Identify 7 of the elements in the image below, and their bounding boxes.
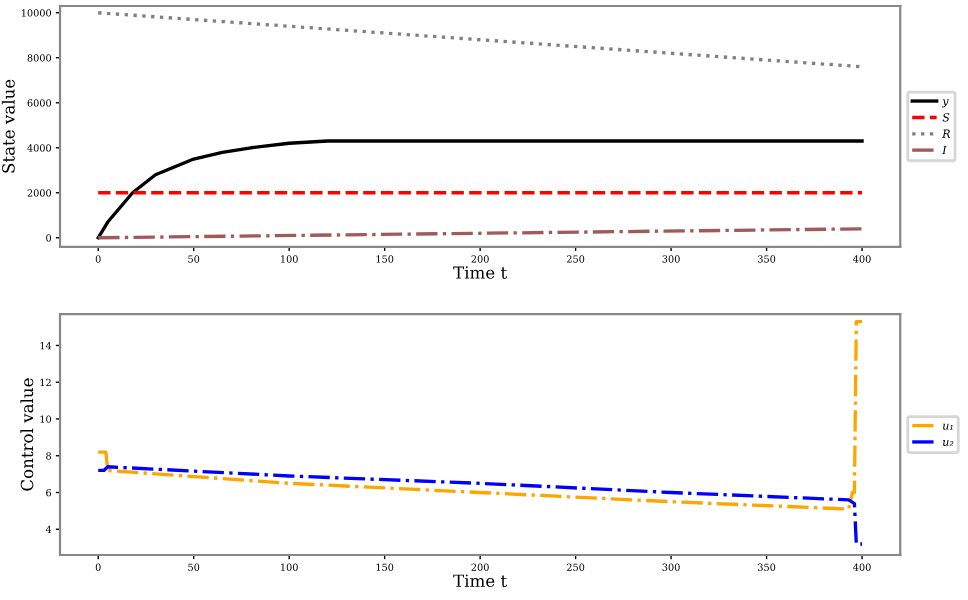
y-axis-title: Control value (20, 378, 34, 491)
x-axis-title: Time t (453, 266, 508, 279)
line-series (96, 139, 864, 240)
x-axis-title: Time t (453, 574, 508, 588)
y-axis-title: State value (1, 79, 15, 173)
line-series (96, 465, 864, 546)
line-series (96, 319, 864, 511)
